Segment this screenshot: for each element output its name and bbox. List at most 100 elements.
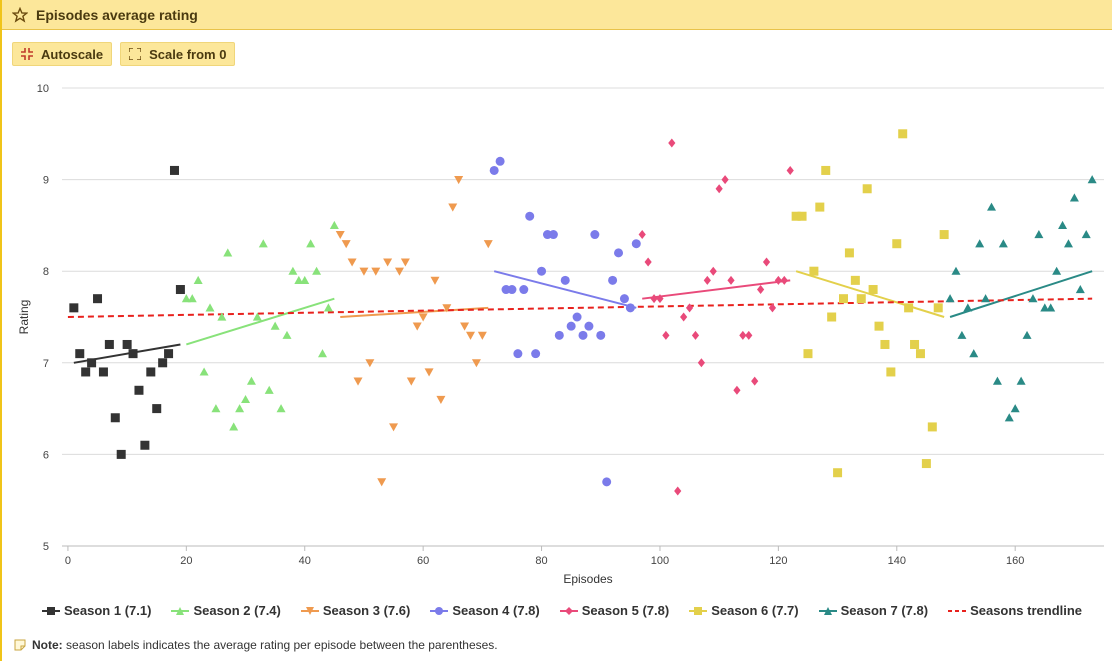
season-7-point[interactable] <box>963 303 973 312</box>
season-3-point[interactable] <box>412 322 422 331</box>
season-2-point[interactable] <box>187 294 197 303</box>
season-4-point[interactable] <box>566 321 576 331</box>
season-2-point[interactable] <box>318 349 327 358</box>
season-6-point[interactable] <box>874 321 884 331</box>
season-7-point[interactable] <box>1087 175 1097 184</box>
season-5-point[interactable] <box>650 294 658 304</box>
season-2-point[interactable] <box>294 275 304 284</box>
season-3-point[interactable] <box>359 267 369 276</box>
season-4-point[interactable] <box>525 211 535 221</box>
season-5-point[interactable] <box>745 330 753 340</box>
legend-item-season-1[interactable]: Season 1 (7.1) <box>42 603 151 618</box>
season-5-point[interactable] <box>757 285 765 295</box>
season-2-point[interactable] <box>246 376 256 385</box>
season-3-point[interactable] <box>477 331 487 340</box>
season-3-point[interactable] <box>436 395 446 404</box>
season-1-point[interactable] <box>75 349 85 359</box>
season-1-point[interactable] <box>164 349 174 359</box>
season-4-point[interactable] <box>519 285 529 295</box>
season-2-point[interactable] <box>323 303 333 312</box>
season-1-point[interactable] <box>169 165 179 175</box>
season-2-point[interactable] <box>306 239 316 248</box>
season-3-point[interactable] <box>483 240 493 249</box>
season-3-point[interactable] <box>424 368 434 377</box>
season-5-point[interactable] <box>709 266 717 276</box>
season-3-point[interactable] <box>442 304 452 313</box>
season-6-point[interactable] <box>880 339 890 349</box>
season-6-point[interactable] <box>862 184 872 194</box>
season-5-point[interactable] <box>721 175 729 185</box>
legend-item-season-2[interactable]: Season 2 (7.4) <box>171 603 281 618</box>
season-2-point[interactable] <box>205 303 215 312</box>
season-2-point[interactable] <box>252 312 262 321</box>
season-1-point[interactable] <box>69 303 79 313</box>
season-5-point[interactable] <box>715 184 723 194</box>
season-6-point[interactable] <box>904 303 914 313</box>
season-6-point[interactable] <box>797 211 807 221</box>
season-7-point[interactable] <box>1040 303 1050 312</box>
season-5-point[interactable] <box>638 230 646 240</box>
season-6-point[interactable] <box>915 349 925 359</box>
season-2-point[interactable] <box>300 275 310 284</box>
season-4-point[interactable] <box>554 330 564 340</box>
season-5-point[interactable] <box>762 257 771 267</box>
season-5-point[interactable] <box>774 275 782 285</box>
season-3-point[interactable] <box>371 267 381 276</box>
season-2-point[interactable] <box>241 394 251 404</box>
season-7-point[interactable] <box>1063 239 1073 248</box>
season-4-point[interactable] <box>548 230 558 240</box>
season-6-point[interactable] <box>886 367 896 377</box>
season-5-point[interactable] <box>656 294 664 304</box>
season-6-point[interactable] <box>850 275 860 285</box>
season-7-point[interactable] <box>987 202 997 211</box>
legend-item-seasons-trendline[interactable]: Seasons trendline <box>948 603 1082 618</box>
season-2-point[interactable] <box>211 404 221 413</box>
season-3-point[interactable] <box>377 478 387 487</box>
season-4-point[interactable] <box>507 285 517 295</box>
season-3-point[interactable] <box>389 423 399 432</box>
season-1-point[interactable] <box>152 404 162 414</box>
season-4-point[interactable] <box>531 349 541 359</box>
scale-from-zero-button[interactable]: Scale from 0 <box>120 42 236 66</box>
legend-item-season-6[interactable]: Season 6 (7.7) <box>689 603 799 618</box>
season-7-point[interactable] <box>1028 294 1038 303</box>
season-3-point[interactable] <box>448 203 458 212</box>
season-3-point[interactable] <box>460 322 470 331</box>
season-4-point[interactable] <box>596 330 606 340</box>
season-3-point[interactable] <box>418 313 428 322</box>
season-3-point[interactable] <box>466 331 476 340</box>
season-7-point[interactable] <box>969 349 979 358</box>
season-5-point[interactable] <box>768 303 777 313</box>
season-2-point[interactable] <box>193 275 203 284</box>
season-2-point[interactable] <box>235 404 245 413</box>
season-3-point[interactable] <box>400 258 410 267</box>
season-7-point[interactable] <box>1034 230 1044 239</box>
season-7-point[interactable] <box>998 239 1008 248</box>
season-3-point[interactable] <box>383 258 393 267</box>
season-6-point[interactable] <box>803 349 813 359</box>
season-1-point[interactable] <box>81 367 91 377</box>
season-4-point[interactable] <box>625 303 635 313</box>
season-4-point[interactable] <box>602 477 612 487</box>
season-4-point[interactable] <box>608 275 618 285</box>
legend-item-season-7[interactable]: Season 7 (7.8) <box>818 603 928 618</box>
season-4-point[interactable] <box>631 239 641 249</box>
season-7-point[interactable] <box>1016 376 1026 385</box>
season-7-point[interactable] <box>1022 330 1032 339</box>
season-3-point[interactable] <box>454 176 464 185</box>
season-1-point[interactable] <box>140 440 150 450</box>
season-1-point[interactable] <box>175 285 185 295</box>
season-1-point[interactable] <box>158 358 168 368</box>
legend-item-season-5[interactable]: Season 5 (7.8) <box>559 603 669 618</box>
season-5-point[interactable] <box>662 330 670 340</box>
season-4-point[interactable] <box>489 165 499 175</box>
season-4-point[interactable] <box>572 312 582 322</box>
season-7-point[interactable] <box>981 294 991 303</box>
season-5-point[interactable] <box>674 486 682 496</box>
season-3-point[interactable] <box>394 267 404 276</box>
autoscale-button[interactable]: Autoscale <box>12 42 113 66</box>
season-7-point[interactable] <box>1069 193 1079 202</box>
season-4-point[interactable] <box>495 156 505 166</box>
season-2-point[interactable] <box>223 248 233 257</box>
season-4-point[interactable] <box>590 230 600 240</box>
